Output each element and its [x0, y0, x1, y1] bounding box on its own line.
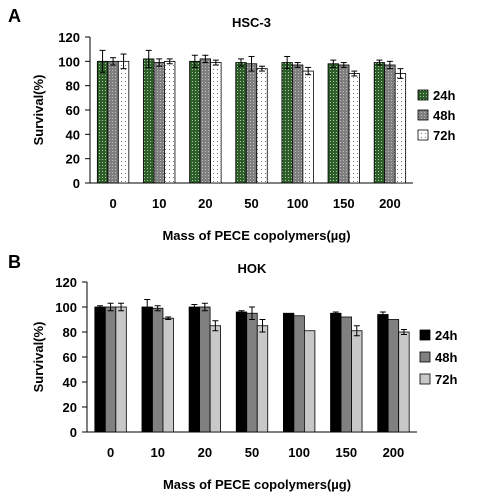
y-tick-label: 40	[63, 375, 77, 390]
y-tick-label: 120	[58, 30, 80, 45]
bar-24h-10	[141, 306, 153, 433]
y-tick-label: 0	[73, 176, 80, 191]
legend-swatch-24h	[419, 329, 431, 341]
y-tick-label: 80	[63, 325, 77, 340]
legend-swatch-48h	[419, 351, 431, 363]
bar-24h-20	[188, 306, 201, 433]
legend-label-48h: 48h	[433, 108, 455, 123]
x-tick-label: 20	[198, 445, 212, 460]
bar-72h-150	[348, 73, 360, 184]
chart-title: HOK	[238, 261, 268, 276]
legend-swatch-72h	[419, 373, 431, 385]
y-tick-label: 100	[58, 54, 80, 69]
y-tick-label: 80	[66, 79, 80, 94]
x-tick-label: 50	[245, 445, 259, 460]
bar-72h-150	[351, 330, 363, 433]
x-tick-label: 0	[109, 196, 116, 211]
bar-24h-200	[377, 314, 389, 433]
legend-label-24h: 24h	[433, 88, 455, 103]
bar-24h-20	[189, 60, 201, 184]
x-tick-label: 100	[288, 445, 310, 460]
bar-72h-20	[209, 325, 222, 433]
x-axis-label: Mass of PECE copolymers(µg)	[162, 228, 350, 243]
bar-48h-200	[384, 64, 396, 184]
bar-72h-200	[398, 331, 410, 433]
bar-48h-10	[152, 307, 164, 433]
bar-72h-50	[256, 68, 268, 184]
x-tick-label: 200	[383, 445, 405, 460]
bar-72h-20	[210, 62, 222, 184]
bar-48h-100	[291, 64, 304, 184]
bar-72h-0	[117, 60, 130, 184]
bar-72h-100	[303, 330, 316, 433]
bar-48h-50	[246, 312, 258, 433]
bar-48h-10	[153, 62, 165, 184]
x-tick-label: 200	[379, 196, 401, 211]
y-tick-label: 100	[55, 300, 77, 315]
x-tick-label: 150	[335, 445, 357, 460]
legend-label-72h: 72h	[435, 372, 457, 387]
y-tick-label: 20	[66, 152, 80, 167]
bar-24h-100	[281, 62, 293, 184]
x-tick-label: 10	[152, 196, 166, 211]
y-tick-label: 60	[66, 103, 80, 118]
x-tick-label: 50	[244, 196, 258, 211]
x-tick-label: 150	[333, 196, 355, 211]
x-tick-label: 10	[150, 445, 164, 460]
bar-24h-10	[143, 58, 155, 184]
panel-b: B HOK 0 20 40 60 80 100 120 Survival(%) 0 10 20 50 100…	[8, 252, 457, 492]
y-axis-label: Survival(%)	[31, 75, 46, 146]
bar-72h-200	[394, 73, 407, 184]
x-tick-label: 100	[287, 196, 309, 211]
bar-48h-20	[199, 58, 212, 184]
bar-24h-150	[327, 63, 339, 184]
bar-24h-0	[96, 60, 109, 184]
y-tick-label: 60	[63, 350, 77, 365]
bar-24h-200	[373, 62, 386, 184]
legend-swatch-48h	[417, 109, 429, 121]
panel-letter: A	[8, 6, 21, 26]
legend-swatch-72h	[417, 129, 429, 141]
bar-48h-150	[338, 64, 350, 184]
x-tick-label: 0	[107, 445, 114, 460]
legend-label-24h: 24h	[435, 328, 457, 343]
chart-title: HSC-3	[232, 15, 271, 30]
y-tick-label: 120	[55, 275, 77, 290]
bar-24h-150	[330, 312, 342, 433]
bar-24h-100	[282, 312, 295, 433]
bar-48h-100	[293, 315, 305, 433]
bar-72h-100	[302, 70, 314, 184]
bar-72h-50	[256, 325, 269, 433]
bar-72h-10	[162, 317, 174, 433]
bar-48h-150	[340, 316, 352, 433]
bar-48h-200	[387, 319, 400, 433]
y-tick-label: 0	[70, 425, 77, 440]
bar-48h-0	[107, 60, 119, 184]
panel-a: A HSC-3 0 20 40 60 80 100 120 Survival(%) 0 10 20 50 1…	[8, 6, 455, 243]
x-axis-label: Mass of PECE copolymers(µg)	[163, 477, 351, 492]
legend-swatch-24h	[417, 89, 429, 101]
bar-72h-0	[115, 306, 127, 433]
y-axis-label: Survival(%)	[31, 322, 46, 393]
legend-label-48h: 48h	[435, 350, 457, 365]
x-tick-label: 20	[198, 196, 212, 211]
bar-48h-50	[245, 63, 258, 184]
bar-72h-10	[164, 60, 176, 184]
panel-letter: B	[8, 252, 21, 272]
bar-48h-20	[199, 306, 211, 433]
bar-24h-50	[235, 311, 248, 433]
bar-48h-0	[104, 306, 117, 433]
bar-24h-50	[235, 62, 247, 184]
bar-24h-0	[94, 306, 106, 433]
y-tick-label: 20	[63, 400, 77, 415]
y-tick-label: 40	[66, 127, 80, 142]
legend-label-72h: 72h	[433, 128, 455, 143]
